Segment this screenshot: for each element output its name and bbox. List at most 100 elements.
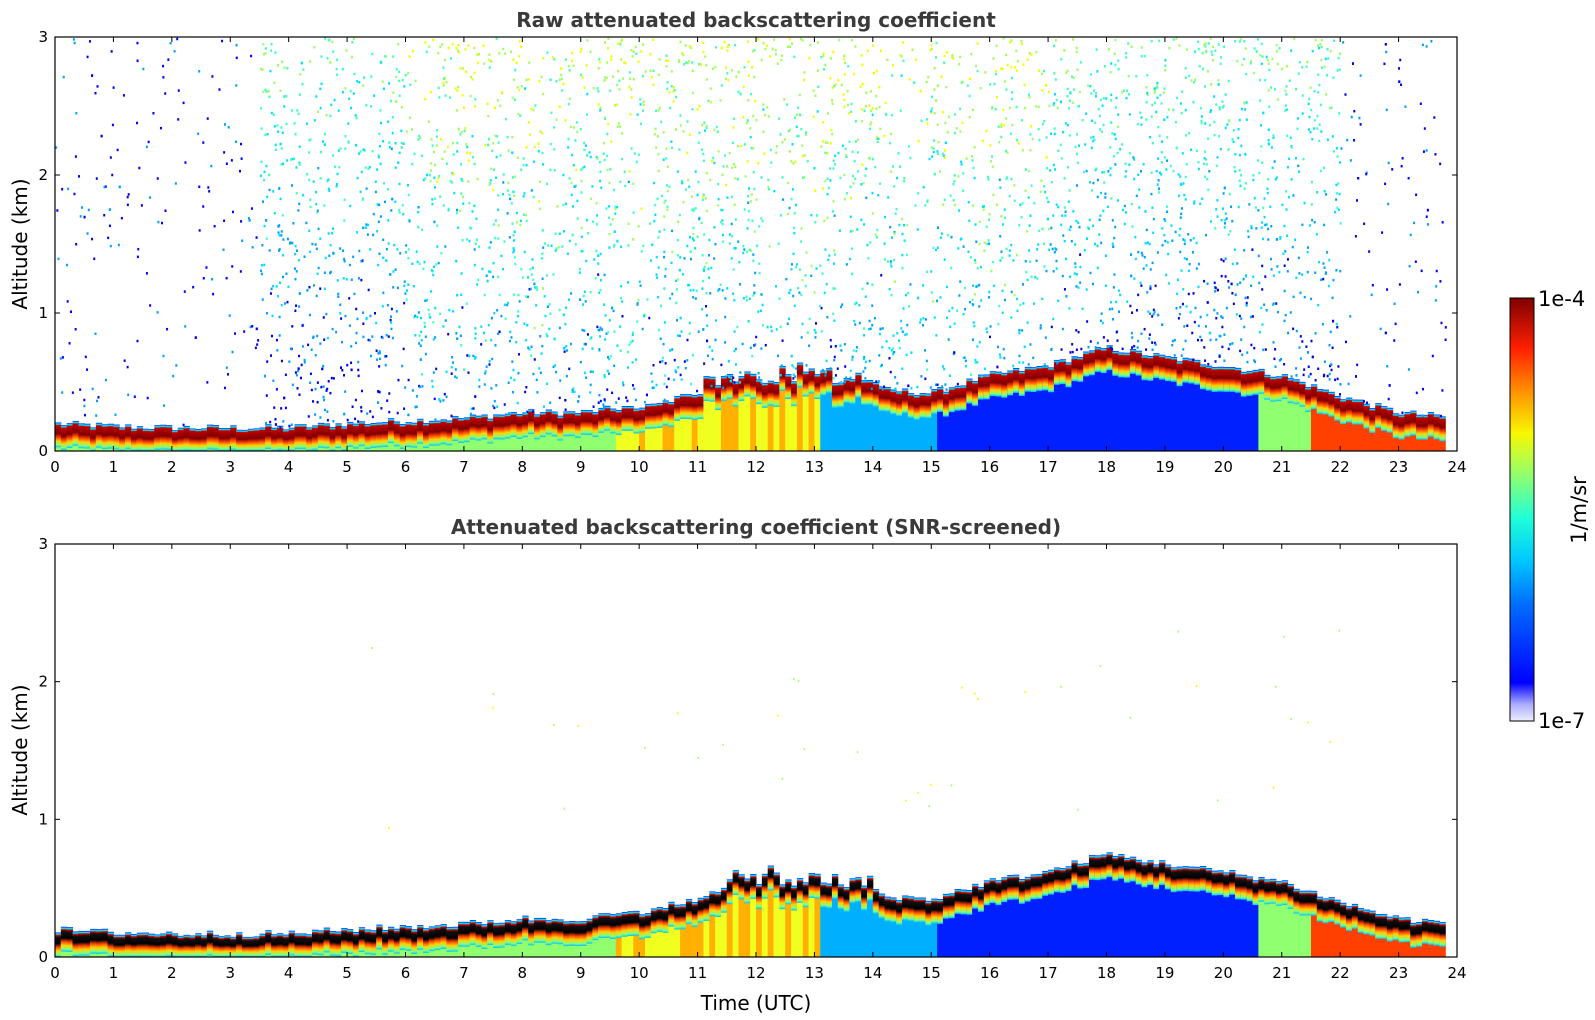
noise-speckle xyxy=(1238,40,1241,43)
noise-speckle xyxy=(1071,101,1074,104)
heat-cell-boundary-layer xyxy=(434,925,442,951)
noise-speckle xyxy=(819,304,822,308)
noise-speckle xyxy=(1271,166,1274,170)
noise-speckle xyxy=(790,354,793,358)
heat-cell-surface xyxy=(697,407,704,451)
noise-speckle xyxy=(1054,247,1057,250)
noise-speckle xyxy=(1157,179,1160,182)
heat-cell-boundary-layer xyxy=(423,423,430,448)
heat-cell-boundary-layer xyxy=(288,427,296,451)
noise-speckle xyxy=(136,255,139,259)
noise-speckle xyxy=(627,281,630,284)
noise-speckle xyxy=(753,230,756,233)
heat-cell-boundary-layer xyxy=(855,372,862,398)
noise-speckle xyxy=(1115,96,1118,100)
noise-speckle xyxy=(729,242,732,245)
noise-speckle xyxy=(1044,336,1047,339)
noise-speckle xyxy=(984,367,987,371)
noise-speckle xyxy=(641,43,644,46)
noise-speckle xyxy=(653,133,656,136)
noise-speckle xyxy=(412,49,415,53)
noise-speckle xyxy=(877,193,880,197)
noise-speckle xyxy=(273,125,276,128)
heat-cell-boundary-layer xyxy=(1199,364,1207,390)
noise-speckle xyxy=(850,102,853,106)
noise-speckle xyxy=(686,120,689,123)
heat-cell-boundary-layer xyxy=(434,420,442,446)
noise-speckle xyxy=(542,287,545,290)
noise-speckle xyxy=(502,181,505,184)
noise-speckle xyxy=(936,299,939,303)
noise-speckle xyxy=(1230,205,1233,209)
noise-speckle xyxy=(1130,45,1133,48)
heat-cell-surface xyxy=(1270,390,1277,451)
noise-speckle xyxy=(1355,199,1358,202)
heat-cell-surface xyxy=(1083,365,1090,451)
noise-speckle xyxy=(316,334,319,338)
noise-speckle xyxy=(1306,246,1309,249)
noise-speckle xyxy=(713,257,716,260)
heat-cell-surface xyxy=(1071,370,1078,451)
noise-speckle xyxy=(1209,338,1212,342)
noise-speckle xyxy=(109,156,112,159)
noise-speckle xyxy=(468,239,471,243)
noise-speckle xyxy=(1323,360,1326,363)
noise-speckle xyxy=(510,202,513,205)
noise-speckle xyxy=(467,159,470,162)
noise-speckle xyxy=(1265,309,1268,312)
noise-speckle xyxy=(750,249,753,253)
heat-cell-boundary-layer xyxy=(791,381,798,407)
noise-speckle xyxy=(513,249,516,252)
noise-speckle xyxy=(1317,367,1320,371)
noise-speckle xyxy=(405,298,408,301)
noise-speckle xyxy=(1035,259,1038,262)
noise-speckle xyxy=(391,131,394,135)
noise-speckle xyxy=(317,110,320,114)
noise-speckle xyxy=(1177,173,1180,176)
noise-speckle xyxy=(736,177,739,181)
noise-speckle xyxy=(575,168,578,172)
noise-speckle xyxy=(1441,389,1444,392)
noise-speckle xyxy=(833,84,836,88)
noise-speckle xyxy=(810,264,813,268)
noise-speckle xyxy=(1041,89,1044,92)
noise-speckle xyxy=(349,89,352,93)
noise-speckle xyxy=(413,316,416,319)
noise-speckle xyxy=(720,363,723,367)
heat-cell-surface xyxy=(802,385,810,451)
noise-speckle xyxy=(428,45,431,48)
noise-speckle xyxy=(778,297,781,300)
noise-speckle xyxy=(172,374,175,378)
noise-speckle xyxy=(407,183,410,187)
noise-speckle xyxy=(504,317,507,320)
noise-speckle xyxy=(657,296,660,299)
noise-speckle xyxy=(423,321,426,325)
noise-speckle xyxy=(1232,129,1235,132)
noise-speckle xyxy=(401,204,404,207)
noise-speckle xyxy=(1290,146,1293,149)
noise-speckle xyxy=(816,69,819,72)
noise-speckle xyxy=(460,163,463,166)
noise-speckle xyxy=(223,386,226,390)
noise-speckle xyxy=(624,184,627,188)
noise-speckle xyxy=(487,323,490,327)
noise-speckle xyxy=(1326,74,1329,77)
noise-speckle xyxy=(497,194,500,197)
heat-cell-surface xyxy=(1153,367,1160,451)
noise-speckle xyxy=(435,263,438,266)
noise-speckle xyxy=(524,390,527,394)
noise-speckle xyxy=(458,325,461,329)
noise-speckle xyxy=(319,237,322,240)
heat-cell-boundary-layer xyxy=(1281,374,1289,400)
noise-speckle xyxy=(332,50,335,53)
noise-speckle xyxy=(932,150,935,154)
noise-speckle xyxy=(1260,62,1263,66)
noise-speckle xyxy=(418,134,421,138)
noise-speckle xyxy=(1150,192,1153,196)
noise-speckle xyxy=(1057,149,1060,153)
noise-speckle xyxy=(1423,127,1426,130)
noise-speckle xyxy=(707,267,710,271)
noise-speckle xyxy=(506,212,509,215)
noise-speckle xyxy=(184,161,187,164)
heat-cell-surface xyxy=(639,421,646,451)
